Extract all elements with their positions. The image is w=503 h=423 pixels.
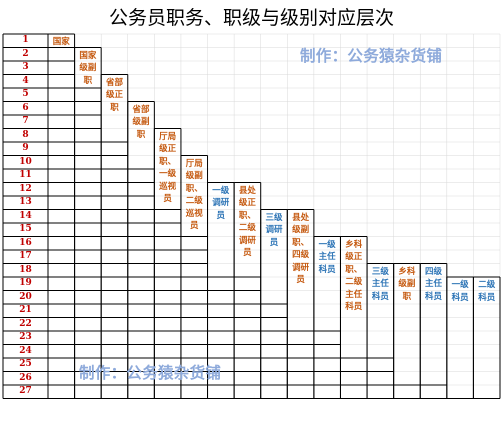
level-number: 18 [19,264,32,275]
watermark-bottom: 制作：公务猿杂货铺 [79,364,222,382]
tier-label: 一级科员 [451,280,469,303]
level-number: 8 [22,129,29,140]
tier-label: 一级主任科员 [318,239,336,275]
watermark-top: 制作：公务猿杂货铺 [300,47,443,65]
level-number: 16 [19,237,32,248]
level-number: 2 [22,48,29,59]
level-number: 21 [19,305,32,315]
level-number: 4 [22,75,29,86]
tier-label: 二级科员 [478,280,496,303]
level-number: 26 [19,372,32,383]
tier-label: 乡科级副职 [398,266,416,302]
level-number: 23 [19,332,32,342]
tier-label: 国家级正职 [52,37,70,47]
tier-label: 三级主任科员 [371,266,389,302]
level-number: 27 [19,386,32,396]
tier-label: 一级调研员 [212,185,230,221]
level-number: 13 [19,197,32,207]
level-number: 3 [22,62,29,72]
tier-label: 省部级副职 [132,104,150,140]
level-number: 6 [22,102,29,113]
level-number: 20 [19,291,32,302]
tier-label: 厅局级正职、一级巡视员 [159,131,177,205]
level-number: 12 [19,183,32,194]
level-number: 25 [19,359,32,369]
level-number: 1 [22,35,29,45]
level-number: 17 [19,251,32,261]
tier-label: 四级主任科员 [425,266,443,302]
level-number: 15 [19,224,32,234]
tier-label: 国家级副职 [79,50,97,86]
page-title: 公务员职务、职级与级别对应层次 [108,7,394,29]
level-number: 9 [22,143,29,153]
level-number: 5 [22,89,29,99]
level-number: 11 [19,170,32,180]
level-number: 24 [19,345,32,356]
level-number: 10 [19,156,32,167]
level-number: 14 [19,210,32,221]
tier-label: 三级调研员 [265,212,283,248]
tier-label: 省部级正职 [105,77,123,113]
level-number: 7 [22,116,29,126]
level-number: 22 [19,318,32,329]
tier-label: 县处级正职、二级调研员 [238,185,256,259]
tier-label: 乡科级正职、二级主任科员 [345,239,363,313]
tier-label: 县处级副职、四级调研员 [292,212,310,286]
level-number: 19 [19,278,32,288]
tier-label: 厅局级副职、二级巡视员 [185,158,203,232]
